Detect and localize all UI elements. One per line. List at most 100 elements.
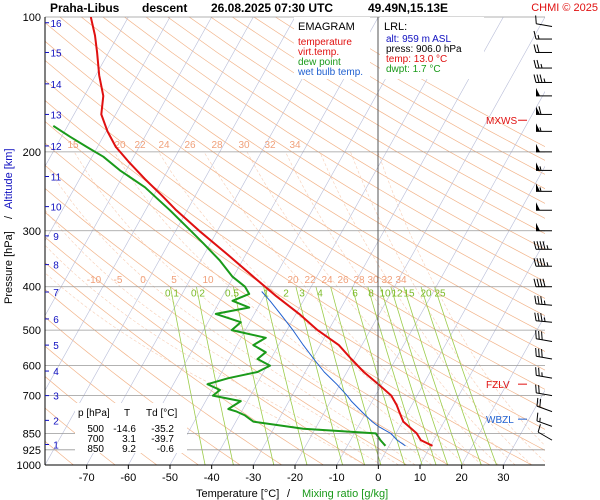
adiabat-label: 20: [114, 140, 126, 151]
x-axis-label: Temperature [°C]: [196, 488, 279, 500]
wind-barb-flag: [539, 241, 543, 250]
x-axis-label-separator: /: [287, 488, 291, 500]
isotherm: [45, 17, 129, 167]
altitude-tick-label: 3: [53, 392, 59, 403]
adiabat-labels: 15 20 22 24 26 28 30 32 34-10 -5 0 5 10 20 22 24 26 28 30 3…: [67, 140, 407, 286]
legend: EMAGRAM temperature virt.temp. dew point…: [294, 17, 370, 79]
x-tick-label: -20: [287, 472, 303, 484]
table-cell: -35.2: [151, 424, 174, 435]
x-tick-label: -30: [245, 472, 261, 484]
x-tick-label: 0: [375, 472, 381, 484]
mixing-ratio-label: 0.2: [191, 289, 205, 300]
wind-barb-flag: [536, 74, 540, 83]
header-coords: 49.49N,15.13E: [368, 1, 448, 15]
wind-barb-flag: [535, 330, 537, 339]
wind-barb: [535, 347, 553, 360]
y-axis-label-separator: /: [3, 215, 15, 219]
header-station: Praha-Libus: [50, 1, 120, 15]
wind-barb-flag: [538, 106, 542, 115]
altitude-tick-label: 7: [53, 288, 59, 299]
wind-barb-staff: [536, 23, 553, 27]
mixing-ratio-label: 1: [263, 289, 269, 300]
wind-barb-pennant: [536, 202, 540, 211]
wind-barb-flag: [535, 367, 537, 376]
adiabat-label: 5: [171, 275, 177, 286]
moist-adiabat: [285, 151, 516, 465]
wind-barb: [536, 106, 552, 115]
x-tick-label: -70: [79, 472, 95, 484]
dry-adiabat: [45, 40, 545, 371]
wind-barb-flag: [536, 278, 540, 287]
isotherm: [461, 315, 545, 465]
altitude-tick-label: 15: [50, 48, 62, 59]
wind-barbs: [533, 15, 553, 441]
dry-adiabat: [102, 17, 545, 299]
lrl-box: LRL: alt: 959 m ASL press: 906.0 hPa tem…: [380, 17, 484, 79]
isotherm: [128, 17, 379, 465]
wind-barb-flag: [538, 348, 540, 357]
adiabat-label: 22: [304, 275, 316, 286]
altitude-tick-label: 4: [53, 367, 59, 378]
adiabat-label: 22: [134, 140, 146, 151]
dry-adiabat: [45, 22, 545, 352]
mixing-ratio-label: 0.1: [165, 289, 179, 300]
mixing-ratio-label: 8: [368, 289, 374, 300]
wind-barb-flag: [533, 30, 537, 40]
wind-barb-flag: [542, 278, 546, 287]
wind-barb-flag: [538, 367, 540, 376]
wind-barb-flag: [537, 424, 541, 433]
wind-barb-pennant: [536, 222, 540, 231]
pressure-tick-label: 1000: [17, 460, 41, 472]
x-axis-label-mixing: Mixing ratio [g/kg]: [302, 488, 388, 500]
x-tick-label: -60: [120, 472, 136, 484]
x-tick-label: -50: [162, 472, 178, 484]
lrl-title: LRL:: [384, 21, 407, 33]
altitude-tick-label: 6: [53, 315, 59, 326]
adiabat-label: 28: [211, 140, 223, 151]
adiabat-label: 34: [289, 140, 301, 151]
isotherm: [45, 17, 254, 391]
table-cell: 500: [87, 424, 104, 435]
moist-adiabat: [158, 151, 466, 465]
wind-barb-flag: [533, 59, 537, 69]
wind-barb: [536, 183, 552, 192]
wind-barb-flag: [533, 278, 537, 287]
wind-barb-half-flag: [539, 166, 542, 171]
wind-barb: [533, 241, 552, 250]
profile-series: [52, 17, 433, 447]
wind-barb: [536, 202, 552, 211]
series-dew-point: [52, 125, 387, 447]
wind-barb-flag: [534, 312, 537, 321]
mixing-ratio-label: 4: [317, 289, 323, 300]
wind-barb-flag: [542, 258, 546, 267]
altitude-tick-label: 11: [51, 172, 62, 183]
adiabat-label: 24: [321, 275, 333, 286]
wind-barb-pennant: [536, 143, 540, 152]
wind-barb-flag: [541, 349, 543, 358]
wind-barb: [533, 44, 552, 53]
wind-barb-flag: [538, 330, 540, 340]
legend-wet-bulb: wet bulb temp.: [297, 67, 363, 78]
wind-barb-pennant: [536, 87, 540, 96]
wind-barb-flag: [533, 241, 537, 250]
wind-barb-flag: [536, 397, 539, 407]
x-tick-label: -10: [329, 472, 345, 484]
wind-barb-flag: [537, 312, 540, 322]
wind-barb-flag: [536, 258, 540, 267]
legend-dew-point: dew point: [298, 57, 341, 68]
wind-barb-flag: [542, 241, 546, 250]
x-tick-label: -40: [204, 472, 220, 484]
temperature-ticks: -70 -60 -50 -40 -30 -20 -10 0 10 20 30: [79, 465, 509, 484]
wind-barb-pennant: [536, 123, 540, 132]
wind-barb-half-flag: [539, 187, 542, 192]
table-cell: -39.7: [151, 434, 174, 445]
wind-barb-flag: [533, 74, 537, 83]
altitude-tick-label: 2: [53, 416, 59, 427]
mixing-ratio-label: 15: [403, 289, 415, 300]
table-cell: 3.1: [122, 434, 136, 445]
wind-barb-half-flag: [543, 300, 546, 305]
pressure-tick-label: 850: [23, 428, 41, 440]
adiabat-label: 34: [395, 275, 407, 286]
wind-barb-half-flag: [540, 63, 543, 69]
